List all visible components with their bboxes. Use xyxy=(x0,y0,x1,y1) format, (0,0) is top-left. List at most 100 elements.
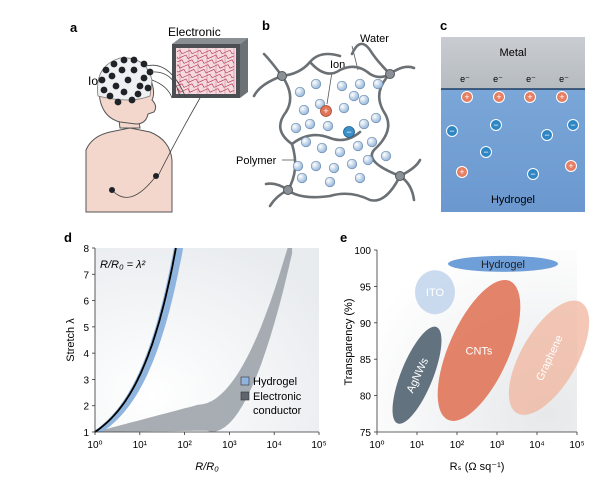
y-tick-label-e: 100 xyxy=(354,246,371,257)
region-cnts xyxy=(437,279,521,421)
water-molecules xyxy=(290,78,392,188)
y-tick-label-e: 75 xyxy=(360,428,372,439)
y-tick-label-e: 80 xyxy=(360,392,372,403)
x-tick-label-e: 10⁰ xyxy=(369,440,384,451)
electron-label: e⁻ xyxy=(493,74,503,84)
legend-conductor: conductor xyxy=(253,405,302,417)
x-tick-label-d: 10⁰ xyxy=(87,440,102,451)
legend-swatch-electronic xyxy=(240,391,250,401)
metal-label: Metal xyxy=(500,47,527,59)
water-molecule xyxy=(328,162,340,174)
water-molecule xyxy=(362,154,374,166)
cation-symbol: + xyxy=(559,92,564,102)
cation-symbol: + xyxy=(527,92,532,102)
region-label-hydrogel: Hydrogel xyxy=(481,259,525,271)
panel-e: e GrapheneCNTsAgNWsITOHydrogel7580859095… xyxy=(340,230,590,473)
y-tick-label-d: 7 xyxy=(83,270,89,281)
y-tick-label-e: 95 xyxy=(360,282,372,293)
water-molecule xyxy=(300,136,312,148)
water-molecule xyxy=(366,136,378,148)
region-label-ito: ITO xyxy=(426,287,445,299)
water-molecule xyxy=(358,94,370,106)
x-tick-label-e: 10⁵ xyxy=(569,440,584,451)
water-molecule xyxy=(324,176,336,188)
plot-d: 1 2 3 4 5 6 7 8 10⁰ 10¹ 10² 10³ 10⁴ 10⁵ R/R₀ Stretch λ xyxy=(65,244,327,473)
y-tick-label-d: 4 xyxy=(83,349,89,360)
water-molecule xyxy=(354,78,366,90)
water-molecule xyxy=(372,78,384,90)
legend-swatch-hydrogel xyxy=(240,376,250,386)
x-tick-label-e: 10² xyxy=(450,440,465,451)
legend-hydrogel: Hydrogel xyxy=(253,376,297,388)
electron-label: e⁻ xyxy=(559,74,569,84)
equation-label: R/R₀ = λ² xyxy=(100,259,146,271)
panel-c: c Metal Hydrogel e⁻ e⁻ e⁻ e⁻ + + + + + + − − − − − − xyxy=(440,18,585,212)
water-molecule xyxy=(290,122,302,134)
water-label: Water xyxy=(360,33,389,45)
water-molecule xyxy=(296,172,308,184)
x-axis-label-e: Rₛ (Ω sq⁻¹) xyxy=(450,461,505,473)
electronic-conductor-band xyxy=(95,248,293,432)
y-tick-label-d: 2 xyxy=(83,402,89,413)
anion-symbol: − xyxy=(493,120,498,130)
plot-e: GrapheneCNTsAgNWsITOHydrogel758085909510… xyxy=(343,246,590,473)
panel-letter-d: d xyxy=(64,230,72,245)
x-tick-label-e: 10¹ xyxy=(410,440,425,451)
water-molecule xyxy=(292,160,304,172)
hydrogel-layer xyxy=(441,89,585,212)
region-hydrogel xyxy=(448,255,558,272)
x-axis-label-d: R/R₀ xyxy=(195,461,219,473)
panel-d: d 1 2 3 4 5 6 7 8 10⁰ 10¹ 10² 10³ 10⁴ 10⁵ R/R₀ Stretch … xyxy=(64,230,327,473)
cation-symbol: + xyxy=(568,161,573,171)
y-axis-label-e: Transparency (%) xyxy=(343,298,355,385)
x-tick-label-d: 10⁵ xyxy=(311,440,326,451)
x-tick-label-e: 10³ xyxy=(490,440,505,451)
region-label-cnts: CNTs xyxy=(466,345,493,357)
lambda-squared-line xyxy=(94,247,177,433)
panel-a: a Ionic Electronic xyxy=(70,20,248,213)
ion-negative: − xyxy=(343,126,355,138)
water-molecule xyxy=(310,160,322,172)
x-tick-label-d: 10¹ xyxy=(133,440,148,451)
panel-b: b Water Ion Polymer xyxy=(236,18,422,208)
water-molecule xyxy=(294,86,306,98)
water-molecule xyxy=(298,104,310,116)
y-tick-label-d: 5 xyxy=(83,323,89,334)
svg-text:−: − xyxy=(346,127,351,137)
hydrogel-label-c: Hydrogel xyxy=(491,194,535,206)
polymer-label: Polymer xyxy=(236,155,277,167)
water-molecule xyxy=(380,150,392,162)
cation-symbol: + xyxy=(496,92,501,102)
panel-letter-a: a xyxy=(70,20,78,35)
metal-layer xyxy=(441,37,585,89)
anion-symbol: − xyxy=(570,120,575,130)
electron-label: e⁻ xyxy=(460,74,470,84)
y-tick-label-e: 85 xyxy=(360,355,372,366)
region-graphene xyxy=(508,300,590,415)
water-molecule xyxy=(334,146,346,158)
x-tick-label-d: 10² xyxy=(177,440,192,451)
water-molecule xyxy=(304,118,316,130)
panel-letter-c: c xyxy=(440,18,447,33)
legend-electronic: Electronic xyxy=(253,391,302,403)
ion-positive: + xyxy=(320,105,332,117)
y-axis-label-d: Stretch λ xyxy=(65,318,77,362)
hydrogel-band xyxy=(93,248,184,432)
legend-d: Hydrogel Electronic conductor xyxy=(240,376,302,417)
water-molecule xyxy=(370,112,382,124)
anion-symbol: − xyxy=(544,130,549,140)
water-molecule xyxy=(336,80,348,92)
water-molecule xyxy=(352,140,364,152)
water-molecule xyxy=(348,90,360,102)
water-molecule xyxy=(310,78,322,90)
electron-label: e⁻ xyxy=(526,74,536,84)
region-agnws xyxy=(392,326,442,424)
y-tick-label-d: 3 xyxy=(83,375,89,386)
water-molecule xyxy=(346,158,358,170)
y-tick-label-d: 8 xyxy=(83,244,89,255)
crosslink-nodes xyxy=(277,69,405,195)
svg-text:+: + xyxy=(323,106,328,116)
x-tick-label-e: 10⁴ xyxy=(529,440,544,451)
panel-letter-e: e xyxy=(340,230,347,245)
